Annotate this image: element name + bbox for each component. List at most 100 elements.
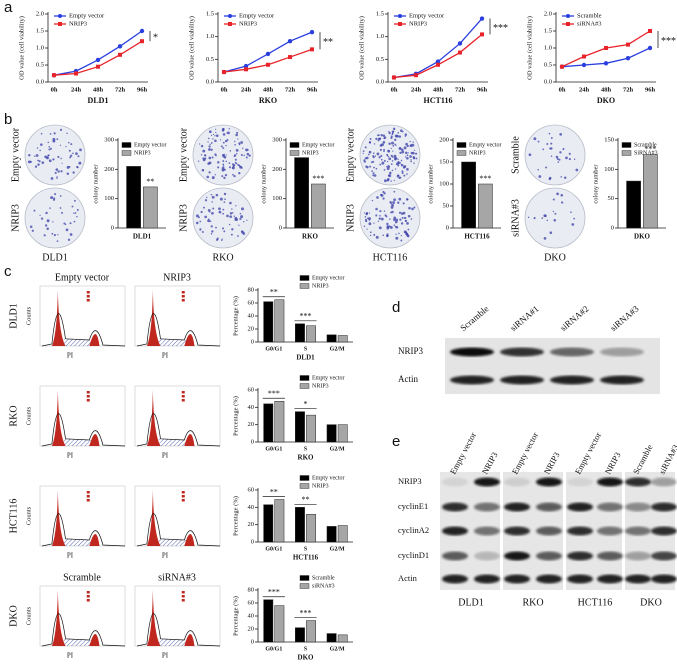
colony xyxy=(222,163,225,166)
colony xyxy=(362,152,364,155)
colony xyxy=(215,226,217,229)
colony xyxy=(398,135,402,138)
colony xyxy=(373,143,376,145)
hist-outline xyxy=(136,613,221,647)
colony xyxy=(409,144,413,148)
colony xyxy=(415,157,418,160)
colony xyxy=(49,207,51,209)
blot-band xyxy=(474,526,500,536)
colony xyxy=(240,141,244,144)
hist-legend xyxy=(181,499,185,502)
colony xyxy=(393,198,397,202)
colony xyxy=(413,157,416,160)
colony xyxy=(392,201,396,204)
colony xyxy=(211,156,214,159)
y-tick-label: 300 xyxy=(272,136,282,143)
x-axis-label: PI xyxy=(162,552,169,560)
lane-label: Scramble xyxy=(631,443,655,476)
panel-label: a xyxy=(4,0,13,16)
line xyxy=(393,33,483,79)
colony xyxy=(199,220,202,223)
significance: ** xyxy=(270,288,278,297)
legend-swatch xyxy=(121,150,132,156)
blot-band xyxy=(600,347,644,357)
colony xyxy=(553,218,557,222)
colony xyxy=(223,201,226,203)
colony xyxy=(380,158,383,161)
colony xyxy=(401,216,404,219)
colony xyxy=(393,128,395,131)
colony xyxy=(393,179,395,182)
colony xyxy=(223,192,227,196)
colony xyxy=(364,218,367,221)
colony xyxy=(56,176,58,178)
hist-g2 xyxy=(184,434,195,446)
x-tick-label: 24h xyxy=(579,86,590,93)
blot-band xyxy=(442,526,468,536)
bar xyxy=(294,157,309,229)
y-tick-label: 0.0 xyxy=(206,78,214,85)
colony xyxy=(41,161,45,164)
colony xyxy=(208,218,210,220)
legend-label: SiRNA#3 xyxy=(634,150,658,156)
colony xyxy=(211,230,214,233)
colony xyxy=(245,156,248,159)
colony-plate xyxy=(24,187,86,249)
bar xyxy=(326,633,337,643)
colony xyxy=(389,218,391,220)
y-axis-label: OD value (cell viability) xyxy=(18,16,25,80)
marker xyxy=(414,73,418,78)
colony xyxy=(400,235,402,237)
colony xyxy=(33,209,36,212)
x-tick-label: 0h xyxy=(221,86,228,93)
colony xyxy=(394,134,398,138)
bar xyxy=(306,414,316,443)
legend-label: Empty vector xyxy=(312,275,345,281)
legend-label: Scramble xyxy=(312,575,335,581)
colony xyxy=(64,223,67,226)
colony xyxy=(369,165,372,168)
colony xyxy=(549,231,553,235)
colony xyxy=(398,211,402,214)
y-tick-label: 0 xyxy=(111,224,114,231)
colony xyxy=(48,159,52,163)
colony xyxy=(390,135,393,138)
colony xyxy=(237,235,239,237)
colony xyxy=(218,210,222,214)
colony xyxy=(68,165,71,168)
colony xyxy=(377,220,379,223)
x-tick-label: S xyxy=(304,546,308,552)
colony xyxy=(215,134,219,137)
x-tick-label: 24h xyxy=(411,86,422,93)
group-label: RKO xyxy=(522,597,543,608)
blot-band xyxy=(504,551,530,561)
y-tick-label: 0 xyxy=(251,638,254,645)
colony xyxy=(66,132,68,135)
axis xyxy=(387,12,488,83)
colony xyxy=(229,150,232,152)
colony xyxy=(379,214,381,217)
colony-plate xyxy=(24,124,86,186)
blot-band xyxy=(651,574,677,584)
x-tick-label: 0h xyxy=(51,86,58,93)
colony xyxy=(50,196,54,200)
colony xyxy=(379,209,382,213)
legend-label: Empty vector xyxy=(239,12,275,19)
colony xyxy=(209,143,211,145)
x-axis-label: DLD1 xyxy=(296,354,315,362)
colony xyxy=(371,199,374,202)
colony xyxy=(241,167,243,169)
colony xyxy=(76,215,78,218)
colony xyxy=(388,157,392,161)
colony xyxy=(397,164,400,167)
legend-swatch xyxy=(299,575,310,581)
legend-label: siRNA#3 xyxy=(577,20,602,27)
x-axis-label: PI xyxy=(67,352,74,360)
y-tick-label: 200 xyxy=(439,136,449,143)
legend-label: Empty vector xyxy=(302,142,335,148)
hist-legend xyxy=(86,599,90,602)
colony xyxy=(221,168,225,172)
colony xyxy=(208,130,212,134)
colony xyxy=(565,156,568,160)
colony xyxy=(386,167,390,171)
